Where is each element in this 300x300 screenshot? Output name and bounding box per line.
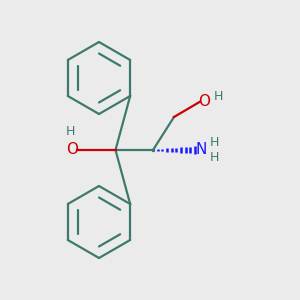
Text: H: H [209,136,219,149]
Text: H: H [214,90,223,103]
Text: O: O [198,94,210,110]
Text: N: N [196,142,207,158]
Text: O: O [66,142,78,158]
Text: H: H [66,125,75,138]
Text: H: H [209,151,219,164]
